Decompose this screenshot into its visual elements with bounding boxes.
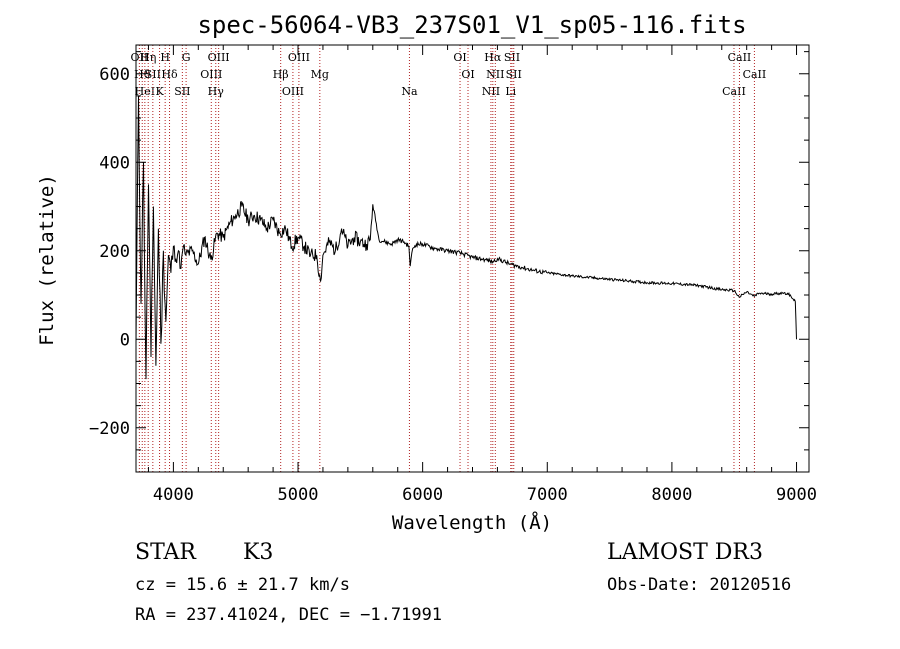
y-tick-label: 400	[99, 153, 130, 173]
x-tick-label: 6000	[402, 485, 443, 505]
chart-title: spec-56064-VB3_237S01_V1_sp05-116.fits	[197, 11, 746, 39]
y-axis-label: Flux (relative)	[36, 174, 58, 346]
x-axis-label: Wavelength (Å)	[392, 511, 552, 534]
spectral-line-label: OIII	[288, 51, 310, 64]
spectral-line-label: SII	[174, 85, 190, 98]
spectral-line-label: CaII	[728, 51, 752, 64]
observation-date: Obs-Date: 20120516	[607, 575, 791, 595]
y-tick-label: −200	[89, 419, 130, 439]
object-subclass: K3	[243, 540, 273, 565]
spectral-line-label: Hγ	[208, 85, 225, 98]
flux-spectrum-line	[135, 95, 797, 380]
spectral-line-label: CaII	[722, 85, 746, 98]
spectral-line-label: HeI	[135, 85, 155, 98]
spectral-line-label: H	[160, 51, 170, 64]
x-tick-label: 8000	[651, 485, 692, 505]
y-tick-label: 0	[120, 330, 130, 350]
spectral-line-label: Hθ	[134, 68, 151, 81]
spectral-line-label: Hβ	[273, 68, 289, 81]
redshift-velocity: cz = 15.6 ± 21.7 km/s	[135, 575, 350, 595]
survey-name: LAMOST DR3	[607, 540, 763, 565]
spectral-line-label: OII	[131, 51, 149, 64]
spectral-line-label: SII	[145, 68, 161, 81]
spectral-line-label: OI	[453, 51, 466, 64]
y-tick-label: 200	[99, 242, 130, 262]
spectral-line-label: Li	[505, 85, 516, 98]
spectral-line-label: SII	[506, 68, 522, 81]
spectral-line-label: Hα	[484, 51, 502, 64]
spectral-line-label: Na	[401, 85, 418, 98]
spectral-line-label: NII	[482, 85, 500, 98]
spectral-line-label: OIII	[282, 85, 304, 98]
spectral-line-label: Mg	[311, 68, 329, 81]
spectral-line-label: CaII	[743, 68, 767, 81]
x-tick-label: 4000	[153, 485, 194, 505]
object-class: STAR	[135, 540, 197, 565]
spectral-line-label: Hδ	[161, 68, 178, 81]
y-tick-label: 600	[99, 65, 130, 85]
x-tick-label: 5000	[278, 485, 319, 505]
spectral-line-label: OIII	[208, 51, 230, 64]
spectral-line-label: OI	[461, 68, 474, 81]
coordinates: RA = 237.41024, DEC = −1.71991	[135, 605, 442, 625]
spectral-line-label: OIII	[200, 68, 222, 81]
spectral-line-label: SII	[504, 51, 520, 64]
plot-frame	[135, 44, 810, 473]
axes: 4000 5000 6000 7000 8000 9000 −200 0 200 400 600	[89, 45, 817, 505]
spectral-line-label: K	[155, 85, 164, 98]
spectral-line-label: Hη	[140, 51, 156, 64]
spectral-line-label: NII	[486, 68, 504, 81]
spectral-line-label: G	[182, 51, 191, 64]
spectral-line-markers: OIIHθHeIHηSIIKHHδSIIGOIIIHγOIIIHβOIIIOII…	[131, 45, 767, 472]
x-tick-label: 7000	[527, 485, 568, 505]
x-tick-label: 9000	[776, 485, 817, 505]
